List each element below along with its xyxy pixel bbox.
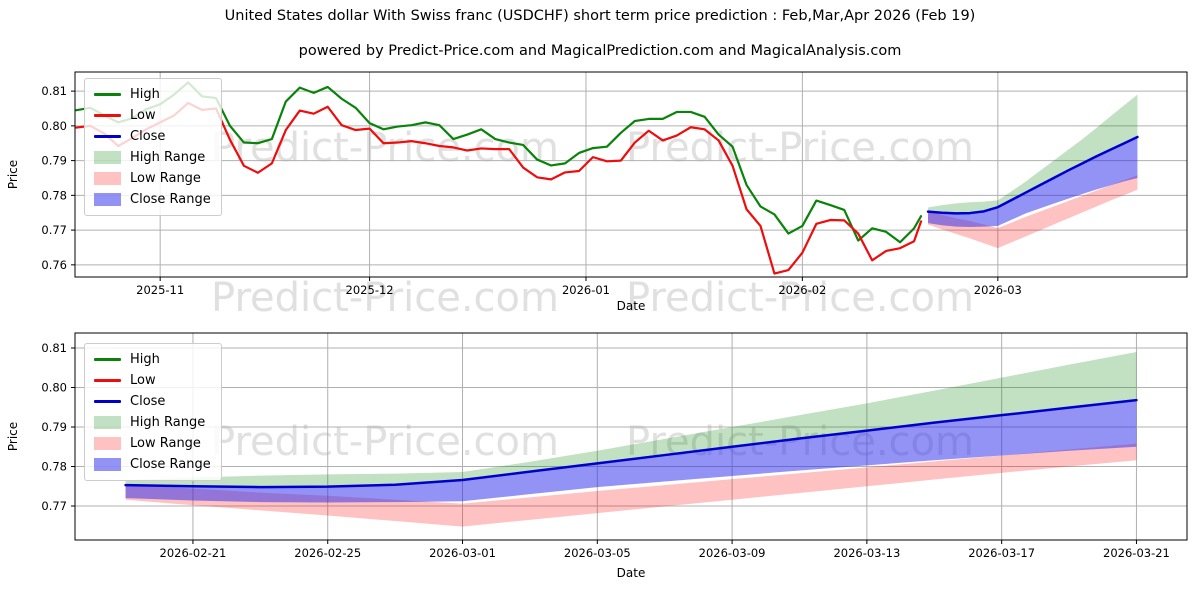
x-tick-label: 2026-02 [778, 283, 826, 297]
x-axis-label: Date [617, 566, 646, 580]
legend-item-label: Close Range [130, 192, 211, 207]
axis-ticks: 2026-02-21 2026-02-25 2026-03-01 2026-03-05… [41, 341, 1169, 560]
legend-swatch-icon [94, 458, 121, 471]
legend-item-label: Close [130, 394, 166, 409]
watermark-text: Predict-Price.com [211, 125, 559, 171]
y-tick-label: 0.79 [41, 420, 67, 434]
x-tick-label: 2026-03-13 [833, 546, 900, 560]
legend-item-label: Low Range [130, 436, 201, 451]
y-tick-label: 0.78 [41, 460, 67, 474]
forecast-detail-chart: Predict-Price.comPredict-Price.com2026-0… [6, 332, 1188, 580]
y-tick-label: 0.76 [41, 258, 67, 272]
legend-swatch-icon [94, 151, 121, 164]
axis-ticks: 2025-11 2025-12 2026-01 2026-02 2026-03 0.76 0… [41, 84, 1021, 297]
y-axis-label: Price [6, 160, 20, 189]
page-title: United States dollar With Swiss franc (U… [224, 8, 976, 24]
y-tick-label: 0.78 [41, 188, 67, 202]
y-axis-label: Price [6, 422, 20, 451]
legend-item-label: High Range [130, 415, 206, 430]
y-tick-label: 0.80 [41, 381, 67, 395]
x-tick-label: 2025-11 [136, 283, 184, 297]
legend-item-low: Low [94, 106, 211, 125]
plot-frame [74, 332, 1188, 541]
x-tick-label: 2025-12 [346, 283, 394, 297]
gridlines [75, 72, 1187, 277]
y-tick-label: 0.77 [41, 499, 67, 513]
close-line [926, 135, 1139, 215]
legend-item-close: Close [94, 127, 211, 146]
high-range-band [928, 94, 1138, 214]
y-tick-label: 0.80 [41, 119, 67, 133]
x-tick-label: 2026-03-09 [699, 546, 766, 560]
watermark-text: Predict-Price.com [626, 275, 974, 321]
legend-swatch-icon [94, 379, 121, 382]
legend-swatch-icon [94, 400, 121, 403]
legend-top-chart: High Low Close High Range Low Range Close Ran… [84, 78, 222, 216]
low-range-band [125, 443, 1137, 527]
legend-item-label: Low Range [130, 171, 201, 186]
high-range-band [125, 351, 1137, 488]
legend-swatch-icon [94, 437, 121, 450]
x-tick-label: 2026-01 [562, 283, 610, 297]
legend-swatch-icon [94, 358, 121, 361]
plot-frame [74, 71, 1188, 278]
legend-item-label: Close [130, 129, 166, 144]
legend-item-label: Low [130, 373, 156, 388]
legend-swatch-icon [94, 93, 121, 96]
page-subtitle: powered by Predict-Price.com and Magical… [298, 43, 902, 59]
legend-swatch-icon [94, 114, 121, 117]
watermark-text: Predict-Price.com [211, 275, 559, 321]
x-axis-label: Date [617, 299, 646, 313]
legend-item-low: Low [94, 371, 211, 390]
x-tick-label: 2026-03 [974, 283, 1022, 297]
legend-item-high: High [94, 350, 211, 369]
low-range-band [928, 175, 1138, 249]
legend-item-high-range: High Range [94, 148, 211, 167]
legend-item-high-range: High Range [94, 413, 211, 432]
legend-item-label: Close Range [130, 457, 211, 472]
watermark-text: Predict-Price.com [626, 125, 974, 171]
legend-item-low-range: Low Range [94, 169, 211, 188]
y-tick-label: 0.77 [41, 223, 67, 237]
close-line [124, 398, 1138, 489]
legend-item-close: Close [94, 392, 211, 411]
legend-swatch-icon [94, 416, 121, 429]
x-tick-label: 2026-03-05 [564, 546, 631, 560]
legend-item-label: Low [130, 108, 156, 123]
x-tick-label: 2026-03-21 [1103, 546, 1170, 560]
legend-swatch-icon [94, 193, 121, 206]
legend-item-high: High [94, 85, 211, 104]
legend-swatch-icon [94, 172, 121, 185]
x-tick-label: 2026-03-01 [429, 546, 496, 560]
close-range-band [928, 136, 1138, 227]
legend-item-close-range: Close Range [94, 455, 211, 474]
legend-item-label: High [130, 352, 160, 367]
y-tick-label: 0.79 [41, 154, 67, 168]
x-tick-label: 2026-02-25 [294, 546, 361, 560]
x-tick-label: 2026-03-17 [968, 546, 1035, 560]
legend-bottom-chart: High Low Close High Range Low Range Close Ran… [84, 343, 222, 481]
close-range-band [125, 400, 1137, 503]
price-history-with-forecast-chart: Predict-Price.com Predict-Price.com Predic… [6, 71, 1188, 321]
watermark-text: Predict-Price.com [211, 419, 559, 465]
legend-item-label: High [130, 87, 160, 102]
x-tick-label: 2026-02-21 [160, 546, 227, 560]
y-tick-label: 0.81 [41, 341, 67, 355]
y-tick-label: 0.81 [41, 84, 67, 98]
legend-item-label: High Range [130, 150, 206, 165]
legend-swatch-icon [94, 135, 121, 138]
legend-item-close-range: Close Range [94, 190, 211, 209]
legend-item-low-range: Low Range [94, 434, 211, 453]
